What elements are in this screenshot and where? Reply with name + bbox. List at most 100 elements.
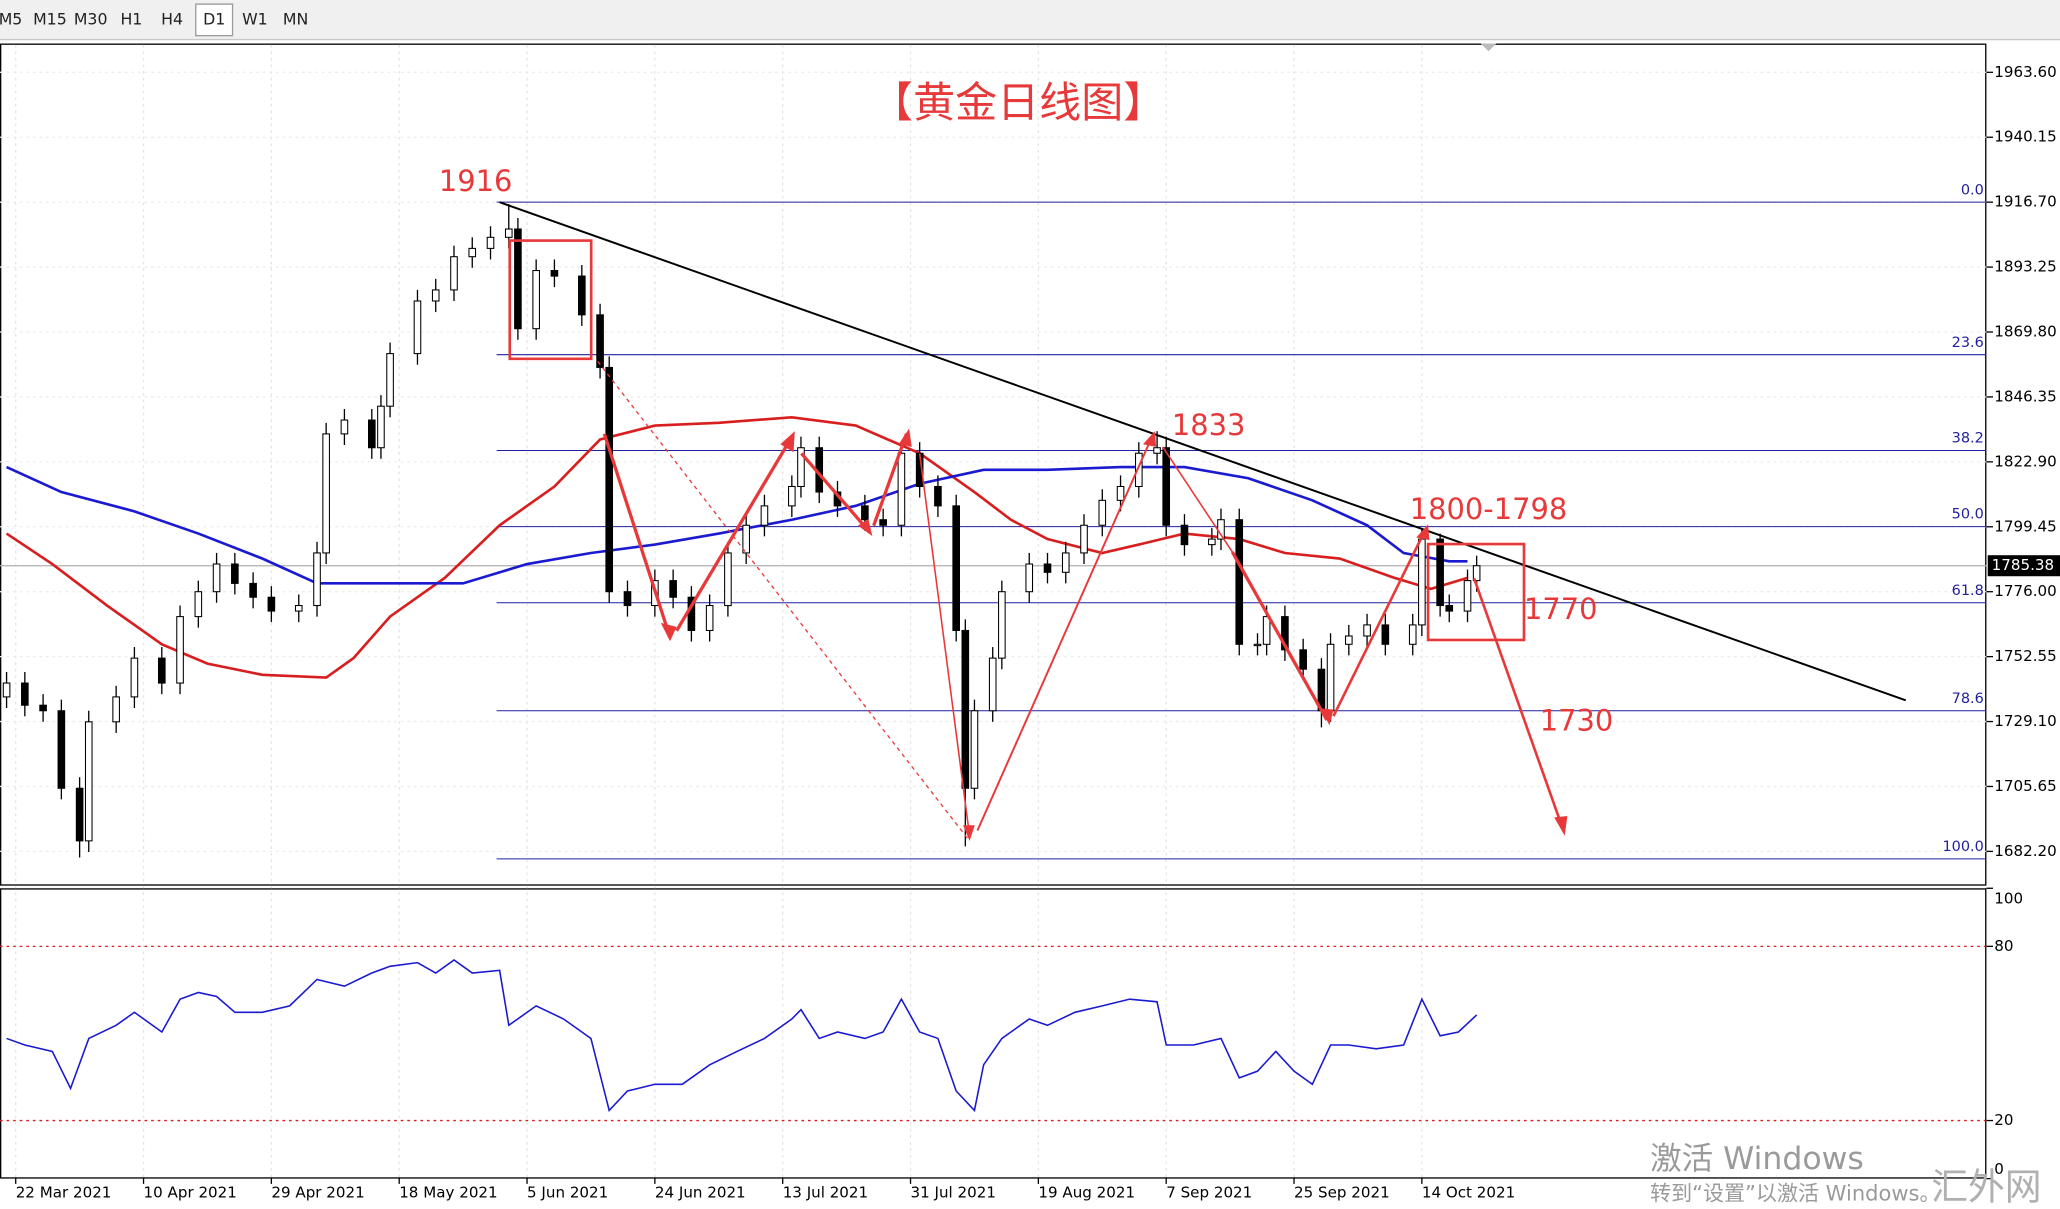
fibonacci: 0.0 23.6 38.2 50.0 61.8 78.6 100.0 [0, 182, 1987, 860]
timeframe-button[interactable]: M30 [74, 9, 108, 28]
candle-body [1180, 524, 1189, 546]
candle [669, 569, 677, 609]
candle-body [605, 366, 614, 593]
arrow [918, 453, 971, 836]
arrow [872, 433, 909, 527]
candle-body [1381, 624, 1390, 645]
candle-body [1162, 447, 1171, 526]
x-tick-label: 10 Apr 2021 [144, 1184, 237, 1202]
y-tick-label: 0 [1994, 1160, 2004, 1178]
candle [532, 259, 540, 340]
candle-body [157, 657, 166, 684]
candle [1043, 552, 1052, 584]
timeframe-button[interactable]: W1 [242, 9, 268, 28]
y-tick-label: 1869.80 [1994, 323, 2056, 341]
candle-body [952, 505, 960, 631]
candle [1208, 528, 1216, 556]
timeframe-button[interactable]: H4 [161, 9, 183, 28]
candle-body [486, 236, 495, 249]
candle-body [915, 452, 924, 488]
y-tick-label: 1963.60 [1994, 63, 2056, 81]
toolbar [0, 0, 2060, 40]
x-tick-label: 31 Jul 2021 [911, 1184, 996, 1202]
candle [961, 619, 970, 847]
candle [267, 586, 276, 623]
candle-body [212, 563, 221, 593]
candle [1345, 624, 1353, 656]
candle-body [788, 485, 796, 507]
candle-body [1299, 649, 1307, 670]
arrowhead [1554, 816, 1568, 836]
candle-body [431, 289, 440, 302]
moving-average [5, 415, 1468, 679]
y-tick-label: 80 [1994, 937, 2013, 955]
range-box [508, 239, 593, 361]
timeframe-button[interactable]: MN [283, 9, 308, 28]
candle-body [550, 270, 559, 277]
x-tick-label: 29 Apr 2021 [271, 1184, 364, 1202]
dashed-guide [597, 361, 971, 842]
candle [377, 395, 385, 459]
candle [450, 245, 458, 301]
candle-body [386, 353, 394, 407]
candle-body [1445, 605, 1454, 612]
candle [294, 594, 303, 623]
candle [897, 442, 906, 537]
rsi-marks [0, 945, 1987, 1122]
fib-label: 38.2 [1952, 431, 1984, 447]
candle-body [194, 591, 203, 618]
fib-label: 61.8 [1952, 583, 1984, 599]
candle-body [21, 682, 29, 706]
candle [1418, 529, 1426, 636]
candle-body [724, 552, 732, 607]
candle [84, 710, 93, 852]
candle [1281, 605, 1289, 661]
y-tick-label: 1682.20 [1994, 842, 2056, 860]
arrow [602, 433, 672, 638]
candle-body [39, 704, 47, 712]
fib-label: 78.6 [1952, 691, 1984, 707]
arrowhead [857, 519, 873, 537]
candle-body [1326, 643, 1335, 712]
price-marks [2, 201, 1907, 858]
arrowhead [660, 622, 677, 642]
timeframe-button[interactable]: M5 [0, 9, 22, 28]
candle [212, 552, 221, 603]
candle [550, 259, 559, 288]
timeframe-button[interactable]: D1 [195, 3, 234, 37]
candle-body [1436, 538, 1444, 607]
candle [742, 514, 750, 565]
candle [724, 541, 732, 617]
candle-body [1025, 563, 1034, 593]
candle-body [861, 505, 869, 521]
timeframe-label: M15 [33, 9, 67, 28]
candle-body [1153, 447, 1161, 454]
candle [21, 671, 29, 717]
candle-body [1345, 635, 1353, 645]
candle-body [988, 657, 997, 712]
candle [486, 226, 495, 260]
arrowhead [1320, 708, 1334, 726]
candle [623, 580, 632, 617]
candle-body [504, 228, 513, 238]
candle [1180, 514, 1189, 556]
candle-body [760, 505, 769, 526]
y-tick-label: 1916.70 [1994, 193, 2056, 211]
candle [1381, 613, 1390, 656]
candle [705, 594, 714, 642]
timeframe-button[interactable]: H1 [120, 9, 142, 28]
candle [313, 541, 321, 617]
arrow [1230, 551, 1329, 721]
arrow [976, 435, 1154, 831]
candle-body [322, 433, 330, 554]
timeframe-button[interactable]: M15 [33, 9, 67, 28]
x-tick-label: 24 Jun 2021 [655, 1184, 746, 1202]
candle [39, 694, 47, 722]
candle-body [1281, 616, 1289, 651]
watermark: 激活 Windows [1650, 1141, 1864, 1177]
y-tick-label: 1940.15 [1994, 128, 2056, 146]
candle-body [176, 616, 184, 684]
candle [1436, 533, 1444, 617]
